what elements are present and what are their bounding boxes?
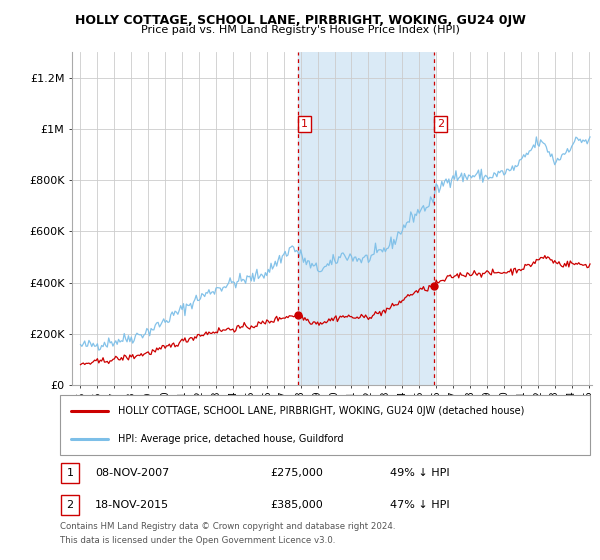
- Text: 47% ↓ HPI: 47% ↓ HPI: [390, 500, 449, 510]
- Text: 2: 2: [437, 119, 444, 129]
- FancyBboxPatch shape: [60, 395, 590, 455]
- Text: HOLLY COTTAGE, SCHOOL LANE, PIRBRIGHT, WOKING, GU24 0JW: HOLLY COTTAGE, SCHOOL LANE, PIRBRIGHT, W…: [74, 14, 526, 27]
- FancyBboxPatch shape: [61, 495, 79, 515]
- FancyBboxPatch shape: [61, 463, 79, 483]
- Text: This data is licensed under the Open Government Licence v3.0.: This data is licensed under the Open Gov…: [60, 536, 335, 545]
- Text: 1: 1: [301, 119, 308, 129]
- Text: HPI: Average price, detached house, Guildford: HPI: Average price, detached house, Guil…: [118, 434, 344, 444]
- Text: Price paid vs. HM Land Registry's House Price Index (HPI): Price paid vs. HM Land Registry's House …: [140, 25, 460, 35]
- Text: 2: 2: [67, 500, 74, 510]
- Text: £275,000: £275,000: [270, 468, 323, 478]
- Text: 49% ↓ HPI: 49% ↓ HPI: [390, 468, 449, 478]
- Text: Contains HM Land Registry data © Crown copyright and database right 2024.: Contains HM Land Registry data © Crown c…: [60, 522, 395, 531]
- Text: £385,000: £385,000: [270, 500, 323, 510]
- Bar: [298, 52, 434, 385]
- Text: 08-NOV-2007: 08-NOV-2007: [95, 468, 169, 478]
- Text: 18-NOV-2015: 18-NOV-2015: [95, 500, 169, 510]
- Text: HOLLY COTTAGE, SCHOOL LANE, PIRBRIGHT, WOKING, GU24 0JW (detached house): HOLLY COTTAGE, SCHOOL LANE, PIRBRIGHT, W…: [118, 406, 524, 416]
- Text: 1: 1: [67, 468, 74, 478]
